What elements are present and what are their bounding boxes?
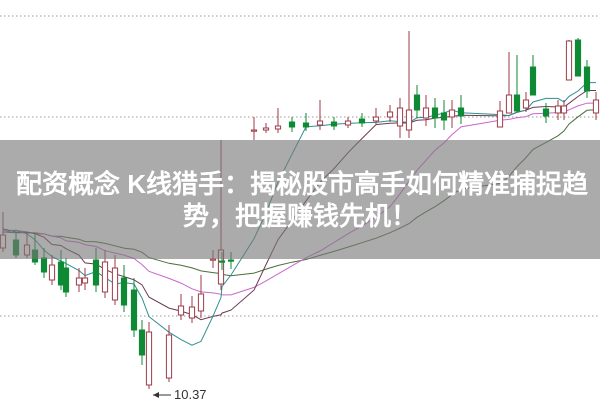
svg-text:10.37: 10.37 xyxy=(174,387,207,401)
